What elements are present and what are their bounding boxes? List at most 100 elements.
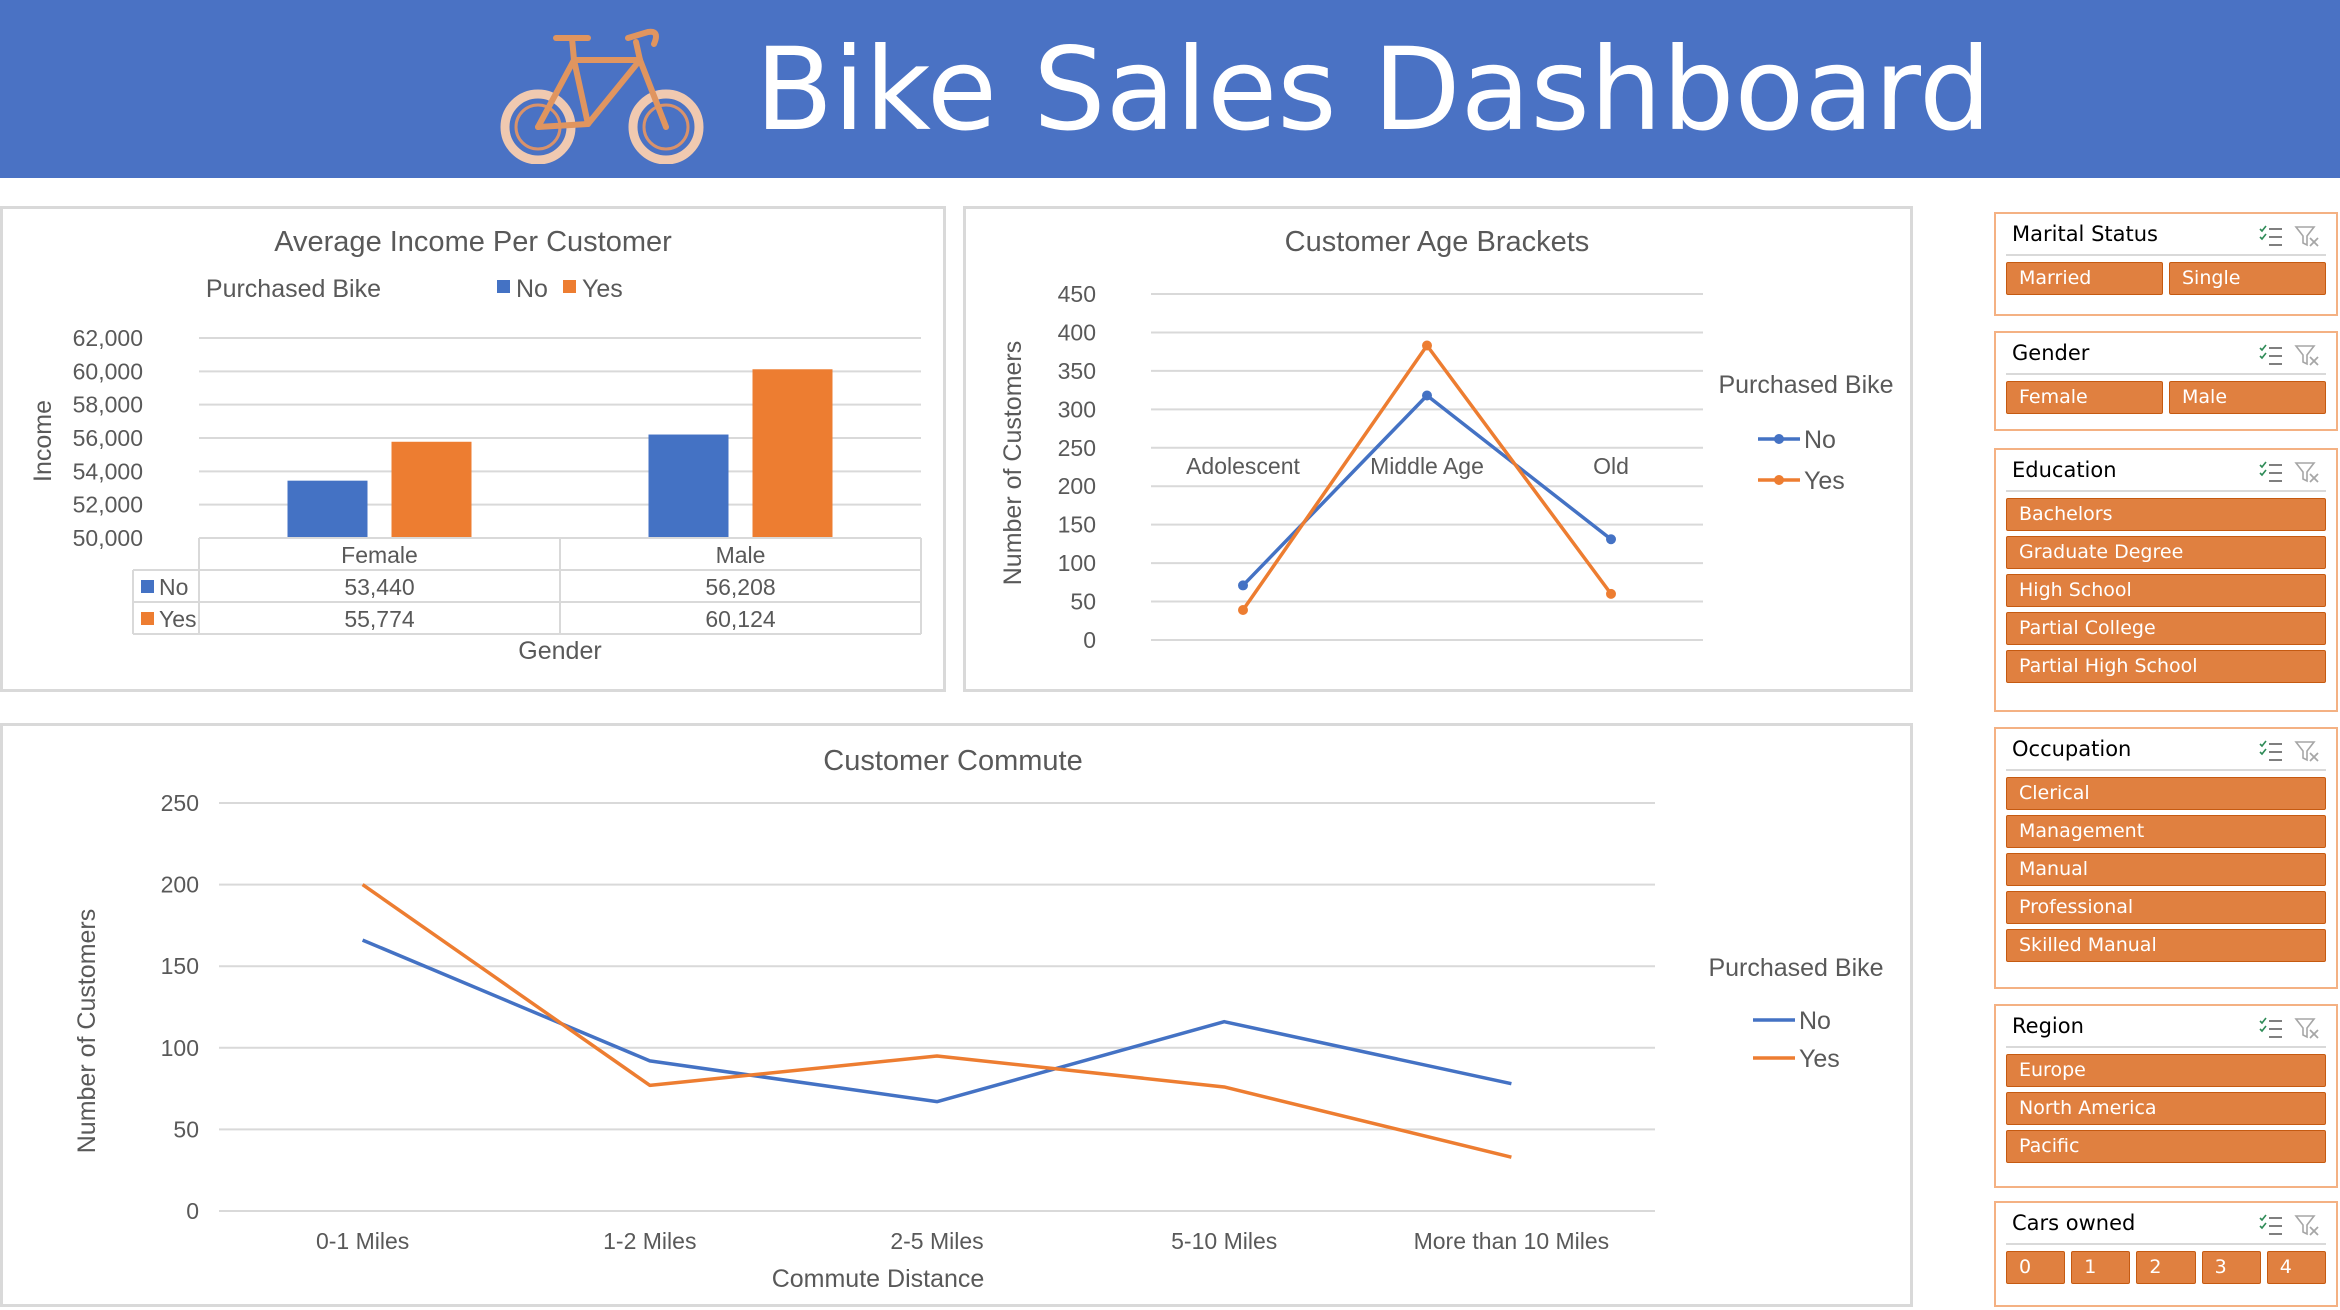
- age-legend-title: Purchased Bike: [1718, 371, 1893, 399]
- income-legend-title: Purchased Bike: [206, 275, 381, 303]
- commute-x-tick: 1-2 Miles: [603, 1228, 696, 1254]
- slicer-gender: Gender Female Male: [1994, 331, 2338, 431]
- commute-y-tick: 150: [161, 953, 199, 979]
- commute-chart-title: Customer Commute: [823, 745, 1082, 777]
- dashboard-title: Bike Sales Dashboard: [755, 23, 1992, 156]
- slicer-header: Marital Status: [2006, 218, 2326, 256]
- age-legend-label-yes: Yes: [1804, 467, 1845, 495]
- slicer-education: Education Bachelors Graduate Degree High Sc…: [1994, 448, 2338, 712]
- multi-select-icon[interactable]: [2258, 343, 2284, 367]
- commute-y-tick: 250: [161, 790, 199, 816]
- income-y-tick: 60,000: [73, 358, 143, 384]
- income-y-tick: 52,000: [73, 492, 143, 518]
- age-x-tick: Middle Age: [1370, 453, 1484, 479]
- commute-y-axis-title: Number of Customers: [73, 909, 101, 1154]
- slicer-item-button[interactable]: Skilled Manual: [2006, 929, 2326, 962]
- age-y-tick: 300: [1058, 396, 1096, 422]
- age-y-tick: 50: [1070, 589, 1096, 615]
- multi-select-icon[interactable]: [2258, 739, 2284, 763]
- slicer-marital-status: Marital Status Married Single: [1994, 212, 2338, 316]
- age-y-tick: 350: [1058, 358, 1096, 384]
- income-chart: Average Income Per Customer Purchased Bik…: [29, 226, 922, 665]
- slicer-region: Region Europe North America Pacific: [1994, 1004, 2338, 1188]
- clear-filter-icon[interactable]: [2294, 1016, 2320, 1040]
- slicer-title: Occupation: [2012, 737, 2132, 761]
- income-y-axis-title: Income: [29, 400, 57, 482]
- age-y-tick: 250: [1058, 435, 1096, 461]
- clear-filter-icon[interactable]: [2294, 739, 2320, 763]
- income-y-tick: 58,000: [73, 392, 143, 418]
- multi-select-icon[interactable]: [2258, 460, 2284, 484]
- income-bar-yes-female: [391, 441, 472, 538]
- commute-legend-label-yes: Yes: [1799, 1045, 1840, 1073]
- multi-select-icon[interactable]: [2258, 1016, 2284, 1040]
- multi-select-icon[interactable]: [2258, 1213, 2284, 1237]
- slicer-title: Gender: [2012, 341, 2090, 365]
- age-legend-marker-yes: [1774, 475, 1784, 485]
- income-table-value: 60,124: [705, 606, 776, 632]
- commute-x-axis-title: Commute Distance: [772, 1265, 985, 1293]
- slicer-item-button[interactable]: 2: [2136, 1251, 2196, 1284]
- slicer-cars-owned: Cars owned 0 1 2 3 4: [1994, 1201, 2338, 1307]
- slicer-item-button[interactable]: Professional: [2006, 891, 2326, 924]
- dashboard-banner: Bike Sales Dashboard: [0, 0, 2340, 178]
- income-y-tick: 62,000: [73, 325, 143, 351]
- slicer-title: Region: [2012, 1014, 2084, 1038]
- slicer-item-button[interactable]: Male: [2169, 381, 2326, 414]
- income-legend-swatch-yes: [563, 280, 576, 293]
- slicer-item-button[interactable]: Management: [2006, 815, 2326, 848]
- clear-filter-icon[interactable]: [2294, 224, 2320, 248]
- age-point-no: [1606, 534, 1616, 545]
- age-y-tick: 150: [1058, 512, 1096, 538]
- slicer-item-button[interactable]: 1: [2071, 1251, 2131, 1284]
- commute-line-no: [361, 938, 1512, 1104]
- slicer-item-button[interactable]: Clerical: [2006, 777, 2326, 810]
- slicer-item-list: Europe North America Pacific: [1996, 1048, 2336, 1174]
- income-bar-no-male: [648, 434, 729, 538]
- commute-y-tick: 200: [161, 872, 199, 898]
- slicer-item-button[interactable]: Female: [2006, 381, 2163, 414]
- multi-select-icon[interactable]: [2258, 224, 2284, 248]
- income-chart-title: Average Income Per Customer: [274, 226, 672, 258]
- income-table-value: 55,774: [344, 606, 415, 632]
- slicer-item-button[interactable]: Manual: [2006, 853, 2326, 886]
- slicer-item-button[interactable]: Partial College: [2006, 612, 2326, 645]
- slicer-item-button[interactable]: Married: [2006, 262, 2163, 295]
- slicer-item-button[interactable]: Pacific: [2006, 1130, 2326, 1163]
- age-y-axis-title: Number of Customers: [999, 341, 1027, 586]
- slicer-item-button[interactable]: Graduate Degree: [2006, 536, 2326, 569]
- clear-filter-icon[interactable]: [2294, 460, 2320, 484]
- income-y-tick: 50,000: [73, 525, 143, 551]
- commute-y-tick: 0: [186, 1198, 199, 1224]
- slicer-item-button[interactable]: Europe: [2006, 1054, 2326, 1087]
- income-table-value: 53,440: [344, 574, 414, 600]
- age-chart-panel[interactable]: Customer Age Brackets 0 50 100 150 200 250 300 3…: [963, 206, 1913, 692]
- income-table-key-yes: [141, 612, 154, 625]
- commute-y-tick: 100: [161, 1035, 199, 1061]
- slicer-item-list: Married Single: [1996, 256, 2336, 306]
- slicer-item-button[interactable]: North America: [2006, 1092, 2326, 1125]
- clear-filter-icon[interactable]: [2294, 1213, 2320, 1237]
- slicer-header: Cars owned: [2006, 1207, 2326, 1245]
- age-y-tick: 0: [1083, 627, 1096, 653]
- age-point-yes: [1606, 588, 1616, 599]
- income-chart-panel[interactable]: Average Income Per Customer Purchased Bik…: [0, 206, 946, 692]
- age-x-tick: Old: [1593, 453, 1629, 479]
- slicer-item-button[interactable]: Single: [2169, 262, 2326, 295]
- age-y-tick: 450: [1058, 281, 1096, 307]
- clear-filter-icon[interactable]: [2294, 343, 2320, 367]
- slicer-item-button[interactable]: 0: [2006, 1251, 2066, 1284]
- commute-y-tick: 50: [173, 1116, 199, 1142]
- slicer-header: Education: [2006, 454, 2326, 492]
- slicer-item-button[interactable]: 4: [2266, 1251, 2326, 1284]
- slicer-item-button[interactable]: Partial High School: [2006, 650, 2326, 683]
- slicer-item-list: Bachelors Graduate Degree High School Parti…: [1996, 492, 2336, 694]
- commute-chart-panel[interactable]: Customer Commute 0 50 100 150 200 250 0-1 Miles…: [0, 723, 1913, 1307]
- age-line-no: [1241, 393, 1613, 587]
- age-point-no: [1422, 390, 1432, 401]
- age-chart: Customer Age Brackets 0 50 100 150 200 250 300 3…: [999, 226, 1894, 653]
- slicer-item-button[interactable]: 3: [2201, 1251, 2261, 1284]
- slicer-item-button[interactable]: Bachelors: [2006, 498, 2326, 531]
- slicer-item-button[interactable]: High School: [2006, 574, 2326, 607]
